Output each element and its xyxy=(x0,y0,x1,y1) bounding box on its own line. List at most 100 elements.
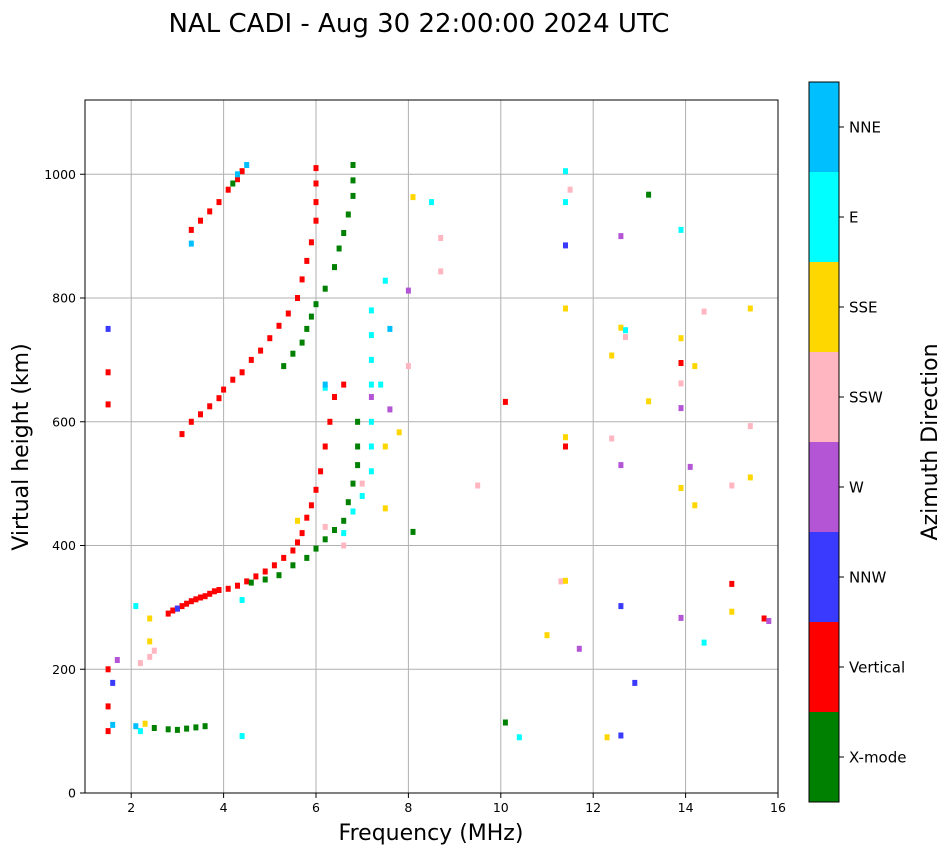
echo-point-sse xyxy=(142,720,148,727)
echo-point-vertical xyxy=(563,443,568,450)
x-tick-label: 4 xyxy=(220,800,228,815)
echo-point-vertical xyxy=(502,398,508,405)
echo-point-vertical xyxy=(105,703,111,710)
y-axis-label: Virtual height (km) xyxy=(9,343,34,550)
echo-point-vertical xyxy=(211,588,217,595)
echo-point-x-mode xyxy=(345,499,351,506)
echo-point-vertical xyxy=(290,547,296,554)
echo-point-x-mode xyxy=(350,177,356,184)
echo-point-w xyxy=(618,462,624,469)
colorbar-segment-ssw xyxy=(809,352,839,442)
echo-point-vertical xyxy=(327,418,333,425)
echo-point-ssw xyxy=(147,653,153,660)
echo-point-vertical xyxy=(105,666,111,673)
echo-point-w xyxy=(576,645,582,652)
echo-point-x-mode xyxy=(290,350,296,357)
echo-point-nnw xyxy=(618,732,624,739)
echo-point-x-mode xyxy=(410,528,416,535)
colorbar-tick-label: SSE xyxy=(849,299,878,317)
echo-point-x-mode xyxy=(304,554,310,561)
echo-point-x-mode xyxy=(262,576,268,583)
echo-point-nnw xyxy=(618,603,624,610)
echo-point-w xyxy=(687,463,693,470)
colorbar-tick-label: Vertical xyxy=(849,659,905,677)
colorbar-segment-x-mode xyxy=(809,712,839,802)
echo-point-vertical xyxy=(678,360,684,366)
echo-point-nnw xyxy=(105,325,111,332)
y-tick-label: 1000 xyxy=(44,167,76,182)
echo-point-x-mode xyxy=(276,572,282,579)
echo-point-vertical xyxy=(308,239,314,246)
echo-point-e xyxy=(368,307,374,314)
echo-point-vertical xyxy=(308,502,314,509)
echo-point-ssw xyxy=(567,186,573,193)
colorbar-label: Azimuth Direction xyxy=(918,343,943,540)
echo-point-vertical xyxy=(285,310,291,317)
echo-point-x-mode xyxy=(281,363,287,370)
echo-point-vertical xyxy=(239,168,245,175)
echo-point-e xyxy=(563,168,568,175)
echo-point-e xyxy=(137,728,143,735)
echo-point-x-mode xyxy=(322,536,328,543)
echo-point-vertical xyxy=(313,180,319,187)
echo-point-w xyxy=(405,287,411,294)
echo-point-vertical xyxy=(105,401,111,408)
echo-point-ssw xyxy=(558,578,564,585)
echo-point-sse xyxy=(747,305,753,312)
echo-point-sse xyxy=(382,505,388,512)
echo-point-sse xyxy=(544,632,550,639)
echo-point-sse xyxy=(410,194,416,201)
echo-point-x-mode xyxy=(151,725,157,731)
echo-point-vertical xyxy=(313,486,319,493)
echo-point-ssw xyxy=(137,660,143,667)
echo-point-x-mode xyxy=(184,725,190,732)
colorbar-tick-label: W xyxy=(849,479,864,497)
echo-point-e xyxy=(239,733,245,740)
colorbar-tick-label: NNE xyxy=(849,119,881,137)
echo-point-vertical xyxy=(179,431,185,438)
echo-point-vertical xyxy=(341,381,347,388)
echo-point-sse xyxy=(678,485,684,491)
echo-point-vertical xyxy=(216,587,222,593)
colorbar-segment-e xyxy=(809,172,839,262)
echo-point-w xyxy=(766,618,772,624)
echo-point-nnw xyxy=(174,605,180,612)
colorbar: X-mode Vertical NNW W SSW SSE E NNE xyxy=(808,81,906,803)
echo-point-e xyxy=(368,356,374,363)
echo-point-ssw xyxy=(609,435,615,442)
echo-point-vertical xyxy=(198,217,203,224)
echo-point-nne xyxy=(322,381,328,388)
echo-point-vertical xyxy=(253,573,259,580)
echo-point-w xyxy=(618,233,624,240)
echo-point-x-mode xyxy=(174,726,180,733)
echo-point-vertical xyxy=(322,443,328,450)
echo-point-e xyxy=(359,493,365,499)
echo-point-nne xyxy=(387,325,393,332)
echo-point-e xyxy=(133,603,139,610)
echo-point-x-mode xyxy=(202,723,208,730)
echo-point-x-mode xyxy=(336,245,342,252)
echo-point-sse xyxy=(747,474,753,481)
x-tick-label: 6 xyxy=(312,800,320,815)
echo-point-vertical xyxy=(225,585,231,592)
echo-point-ssw xyxy=(678,380,684,387)
echo-point-vertical xyxy=(299,530,305,537)
colorbar-segment-w xyxy=(809,442,839,532)
colorbar-segment-nnw xyxy=(809,532,839,622)
echo-point-vertical xyxy=(258,347,264,354)
echo-point-vertical xyxy=(313,199,319,206)
y-tick-label: 400 xyxy=(52,538,76,553)
echo-point-w xyxy=(678,614,684,621)
echo-point-vertical xyxy=(225,186,231,193)
echo-point-ssw xyxy=(405,363,411,370)
echo-point-vertical xyxy=(235,582,240,589)
echo-point-vertical xyxy=(216,199,222,206)
echo-point-sse xyxy=(147,615,153,622)
echo-point-nne xyxy=(235,171,240,178)
x-axis-ticks: 2 4 6 8 10 12 14 16 xyxy=(127,793,786,815)
echo-point-sse xyxy=(563,305,568,312)
echo-point-ssw xyxy=(729,482,735,489)
echo-point-vertical xyxy=(304,514,310,521)
echo-point-vertical xyxy=(318,468,324,475)
echo-point-nnw xyxy=(110,679,116,686)
